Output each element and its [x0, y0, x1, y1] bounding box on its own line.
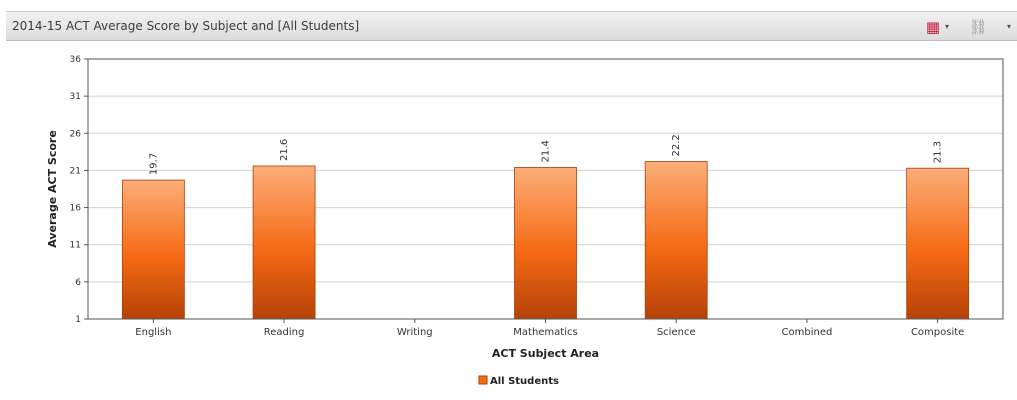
legend[interactable]: All Students	[478, 375, 559, 387]
bars	[121, 161, 970, 320]
data-label: 21.6	[279, 139, 290, 161]
y-tick-label: 1	[75, 315, 81, 325]
x-tick-label: Writing	[397, 327, 433, 338]
y-axis-title: Average ACT Score	[46, 130, 59, 248]
grid-view-icon[interactable]: ▦	[925, 17, 941, 36]
panel-header: 2014-15 ACT Average Score by Subject and…	[6, 11, 1017, 41]
data-label: 19.7	[148, 153, 159, 175]
y-tick-label: 6	[75, 278, 81, 288]
legend-label[interactable]: All Students	[490, 376, 559, 387]
grid-options-chevron-down-icon[interactable]: ▾	[944, 22, 949, 31]
x-tick-label: Mathematics	[513, 327, 577, 338]
link-options-chevron-down-icon[interactable]: ▾	[1006, 22, 1011, 31]
legend-swatch[interactable]	[478, 375, 488, 385]
x-tick-label: Reading	[264, 327, 305, 338]
x-tick-label: English	[135, 327, 171, 338]
bar[interactable]	[252, 165, 316, 320]
y-tick-label: 36	[70, 55, 82, 65]
x-tick-label: Science	[657, 327, 696, 338]
x-tick-label: Composite	[911, 327, 964, 338]
y-tick-label: 11	[70, 241, 81, 251]
y-tick-label: 21	[70, 166, 81, 176]
bar[interactable]	[121, 179, 185, 320]
y-tick-label: 31	[70, 92, 81, 102]
data-label: 21.3	[933, 141, 944, 163]
link-icon[interactable]: ⛓	[968, 17, 988, 36]
y-tick-label: 26	[70, 129, 82, 139]
data-labels: 19.7 21.6 21.4 22.2 21.3	[148, 134, 943, 175]
x-tick-label: Combined	[782, 327, 833, 338]
bar[interactable]	[644, 161, 708, 320]
x-axis-title: ACT Subject Area	[492, 347, 599, 360]
data-label: 22.2	[671, 134, 682, 156]
y-tick-label: 16	[70, 204, 82, 214]
bar[interactable]	[514, 167, 577, 320]
bar[interactable]	[906, 167, 970, 320]
x-axis-ticks: English Reading Writing Mathematics Science C…	[135, 319, 964, 338]
data-label: 21.4	[541, 140, 552, 162]
panel-title: 2014-15 ACT Average Score by Subject and…	[12, 19, 360, 33]
